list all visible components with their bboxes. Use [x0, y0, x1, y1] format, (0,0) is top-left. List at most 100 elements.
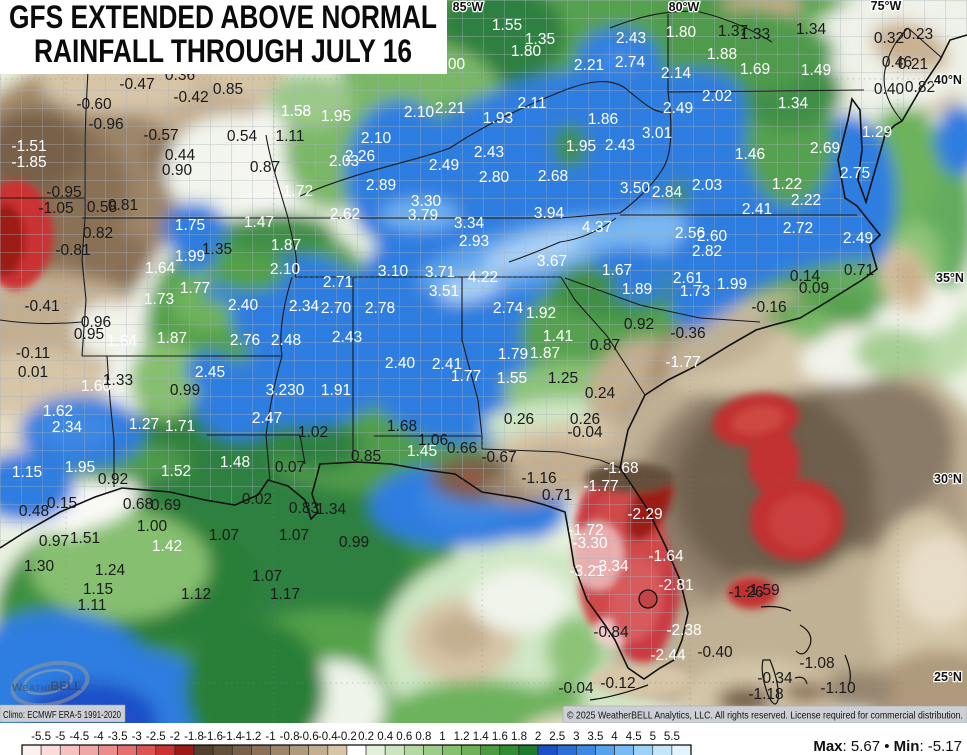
svg-text:-0.2: -0.2 [337, 731, 357, 743]
svg-text:-1.85: -1.85 [11, 154, 46, 171]
svg-text:0.26: 0.26 [504, 411, 534, 428]
svg-text:2.93: 2.93 [459, 233, 489, 250]
svg-text:1.58: 1.58 [281, 103, 311, 120]
svg-text:1.93: 1.93 [483, 110, 513, 127]
svg-text:2.43: 2.43 [616, 30, 646, 47]
svg-text:1.64: 1.64 [145, 260, 176, 277]
svg-text:1.22: 1.22 [772, 176, 802, 193]
svg-text:2.10: 2.10 [361, 130, 392, 147]
svg-text:0.92: 0.92 [624, 316, 654, 333]
svg-text:1.24: 1.24 [95, 562, 126, 579]
svg-text:3.10: 3.10 [378, 263, 409, 280]
svg-text:1.73: 1.73 [144, 291, 174, 308]
svg-text:-2.38: -2.38 [666, 622, 701, 639]
svg-text:2.45: 2.45 [195, 364, 225, 381]
svg-text:1.68: 1.68 [387, 418, 417, 435]
svg-text:-3.5: -3.5 [108, 731, 128, 743]
svg-text:35°N: 35°N [936, 271, 964, 285]
svg-text:1.15: 1.15 [12, 464, 42, 481]
svg-text:2.61: 2.61 [673, 270, 703, 287]
svg-text:3.5: 3.5 [587, 731, 603, 743]
svg-text:1.37: 1.37 [718, 23, 748, 40]
svg-text:1.47: 1.47 [244, 214, 274, 231]
svg-text:2.69: 2.69 [810, 140, 840, 157]
svg-text:0.14: 0.14 [790, 268, 821, 285]
svg-text:1.67: 1.67 [602, 262, 632, 279]
svg-text:0.02: 0.02 [242, 491, 272, 508]
svg-text:2.78: 2.78 [365, 300, 395, 317]
svg-text:1.35: 1.35 [525, 31, 555, 48]
svg-text:-0.57: -0.57 [143, 127, 178, 144]
svg-text:1.87: 1.87 [530, 345, 560, 362]
svg-text:1.25: 1.25 [548, 370, 578, 387]
svg-text:-1: -1 [265, 731, 275, 743]
svg-text:1.12: 1.12 [181, 586, 211, 603]
svg-text:1.45: 1.45 [407, 443, 437, 460]
svg-text:-1.51: -1.51 [11, 138, 46, 155]
svg-text:0.40: 0.40 [874, 81, 905, 98]
svg-text:0.6: 0.6 [396, 731, 412, 743]
svg-text:2.41: 2.41 [432, 356, 462, 373]
svg-text:-4: -4 [93, 731, 104, 743]
svg-text:3.67: 3.67 [537, 253, 567, 270]
svg-text:4.37: 4.37 [582, 219, 612, 236]
svg-text:Climo: ECMWF ERA-5 1991-2020: Climo: ECMWF ERA-5 1991-2020 [3, 709, 121, 721]
svg-text:3.230: 3.230 [266, 382, 305, 399]
svg-text:1.46: 1.46 [735, 146, 765, 163]
svg-text:-0.16: -0.16 [751, 299, 786, 316]
svg-text:1: 1 [439, 731, 445, 743]
svg-text:0.07: 0.07 [275, 459, 305, 476]
svg-text:1.95: 1.95 [321, 108, 351, 125]
svg-text:2.72: 2.72 [783, 220, 813, 237]
svg-text:1.89: 1.89 [622, 281, 652, 298]
svg-text:1.87: 1.87 [271, 237, 301, 254]
svg-text:1.27: 1.27 [129, 416, 159, 433]
svg-text:-0.47: -0.47 [119, 76, 154, 93]
svg-text:-5.5: -5.5 [31, 731, 51, 743]
svg-text:1.64: 1.64 [107, 333, 138, 350]
svg-text:2: 2 [535, 731, 541, 743]
svg-text:-0.95: -0.95 [46, 184, 81, 201]
svg-text:1.33: 1.33 [740, 26, 770, 43]
svg-text:2.34: 2.34 [52, 419, 83, 436]
svg-text:0.15: 0.15 [47, 495, 77, 512]
svg-text:-1.72: -1.72 [568, 522, 603, 539]
svg-text:1.34: 1.34 [778, 95, 809, 112]
svg-text:-0.8: -0.8 [280, 731, 300, 743]
svg-text:75°W: 75°W [871, 0, 902, 13]
svg-text:1.48: 1.48 [220, 454, 250, 471]
svg-text:1.77: 1.77 [451, 368, 481, 385]
svg-text:2.41: 2.41 [742, 201, 772, 218]
svg-text:1.87: 1.87 [157, 330, 187, 347]
svg-text:-1.2: -1.2 [241, 731, 261, 743]
svg-text:5: 5 [650, 731, 656, 743]
svg-text:3: 3 [573, 731, 579, 743]
svg-text:0.4: 0.4 [377, 731, 394, 743]
svg-text:0.85: 0.85 [213, 81, 243, 98]
svg-text:0.32: 0.32 [874, 30, 904, 47]
svg-text:-0.6: -0.6 [299, 731, 319, 743]
svg-text:-2.44: -2.44 [650, 647, 686, 664]
svg-text:2.21: 2.21 [574, 57, 604, 74]
svg-text:1.33: 1.33 [103, 372, 133, 389]
svg-text:2.02: 2.02 [702, 88, 732, 105]
svg-text:-0.04: -0.04 [558, 680, 594, 697]
svg-text:-3.21: -3.21 [569, 563, 604, 580]
svg-text:2.49: 2.49 [429, 157, 459, 174]
svg-text:0.82: 0.82 [905, 79, 935, 96]
svg-text:2.60: 2.60 [697, 228, 728, 245]
svg-text:2.43: 2.43 [605, 137, 635, 154]
svg-text:-0.11: -0.11 [16, 345, 50, 362]
svg-text:© 2025 WeatherBELL Analytics,: © 2025 WeatherBELL Analytics, LLC. All r… [567, 710, 963, 722]
svg-text:BELL: BELL [50, 679, 81, 693]
svg-text:-5: -5 [55, 731, 65, 743]
svg-text:1.91: 1.91 [321, 382, 351, 399]
svg-text:0.21: 0.21 [898, 56, 928, 73]
svg-text:0.97: 0.97 [39, 533, 69, 550]
svg-text:2.43: 2.43 [474, 144, 504, 161]
svg-text:1.29: 1.29 [862, 124, 892, 141]
svg-text:2.11: 2.11 [517, 95, 546, 112]
svg-text:1.71: 1.71 [165, 418, 195, 435]
svg-text:0.44: 0.44 [165, 147, 196, 164]
svg-text:3.94: 3.94 [534, 205, 565, 222]
